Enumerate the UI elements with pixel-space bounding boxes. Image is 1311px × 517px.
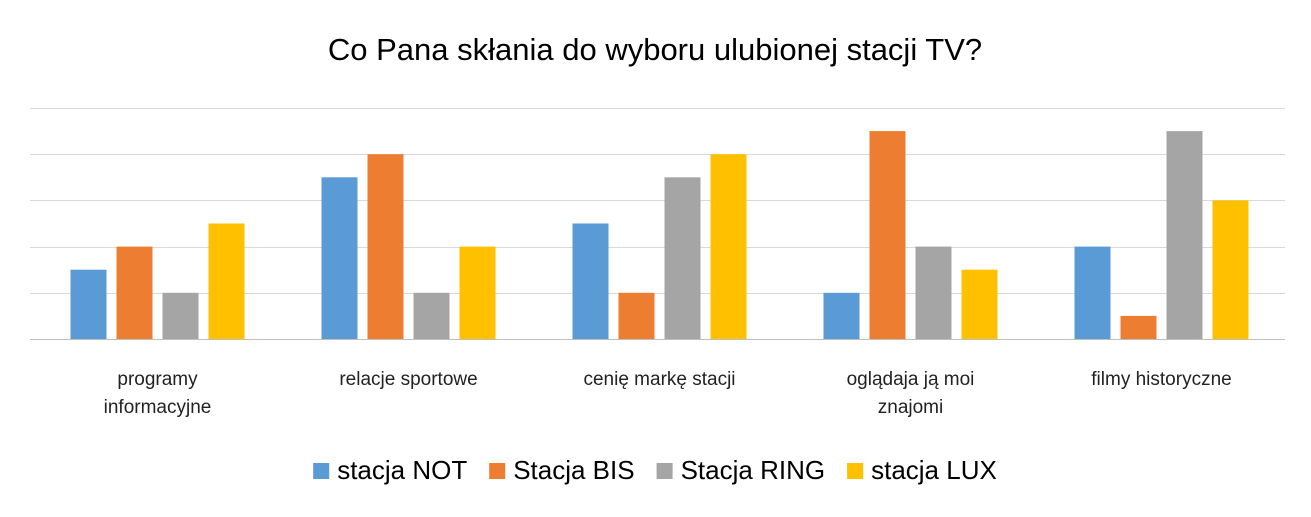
bars: [70, 131, 1249, 339]
bar-2-4: [869, 131, 906, 339]
category-label: programy: [117, 369, 198, 390]
bar-3-4: [915, 246, 952, 339]
bar-3-2: [413, 292, 450, 339]
category-labels: programy informacyjne relacje sportowe ceni…: [104, 369, 1232, 418]
bar-4-4: [961, 269, 998, 339]
category-label: oglądaja ją moi: [847, 369, 975, 390]
legend-label-2: Stacja BIS: [513, 455, 634, 485]
category-label: cenię markę stacji: [583, 369, 735, 390]
legend-swatch-2: [489, 463, 506, 479]
bar-1-4: [823, 292, 860, 339]
legend-swatch-4: [847, 463, 864, 479]
bar-4-1: [208, 223, 245, 339]
bar-1-5: [1074, 246, 1111, 339]
category-label: relacje sportowe: [339, 369, 477, 390]
legend: stacja NOT Stacja BIS Stacja RING stacja LU…: [313, 455, 997, 485]
bar-3-1: [162, 292, 199, 339]
category-label: filmy historyczne: [1091, 369, 1231, 390]
category-label: znajomi: [878, 397, 943, 418]
bar-1-1: [70, 269, 107, 339]
bar-3-5: [1166, 131, 1203, 339]
category-label: informacyjne: [104, 397, 212, 418]
chart-title: Co Pana skłania do wyboru ulubionej stac…: [328, 32, 982, 67]
bar-4-3: [710, 154, 747, 339]
legend-label-4: stacja LUX: [871, 455, 997, 485]
bar-4-5: [1212, 200, 1249, 339]
legend-label-1: stacja NOT: [337, 455, 467, 485]
bar-2-1: [116, 246, 153, 339]
legend-swatch-3: [656, 463, 673, 479]
bar-4-2: [459, 246, 496, 339]
bar-1-3: [572, 223, 609, 339]
bar-3-3: [664, 177, 701, 339]
bar-2-3: [618, 292, 655, 339]
legend-label-3: Stacja RING: [681, 455, 826, 485]
bar-2-5: [1120, 315, 1157, 339]
bar-1-2: [321, 177, 358, 339]
bar-2-2: [367, 154, 404, 339]
legend-swatch-1: [313, 463, 330, 479]
